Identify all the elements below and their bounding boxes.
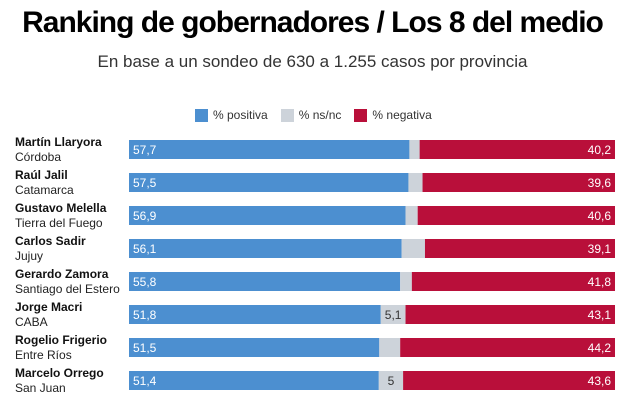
governor-name: Jorge Macri <box>15 300 83 314</box>
data-label-negative: 43,6 <box>588 374 612 388</box>
row-label: Marcelo Orrego San Juan <box>15 366 130 396</box>
bar-segment-negative <box>405 305 615 324</box>
legend-label-negative: % negativa <box>372 108 432 122</box>
bar-segment-positive <box>129 140 410 159</box>
province-name: Tierra del Fuego <box>15 216 103 230</box>
legend-label-nsnc: % ns/nc <box>298 108 342 122</box>
bar-segment-nsnc <box>380 305 406 324</box>
data-label-negative: 40,2 <box>588 143 612 157</box>
data-label-negative: 41,8 <box>588 275 612 289</box>
data-label-positive: 56,1 <box>133 242 157 256</box>
row-label: Raúl Jalil Catamarca <box>15 168 130 198</box>
row-label: Jorge Macri CABA <box>15 300 130 330</box>
province-name: Entre Ríos <box>15 348 72 362</box>
legend-item-positive: % positiva <box>195 108 268 122</box>
governor-name: Rogelio Frigerio <box>15 333 108 347</box>
bar-segment-positive <box>129 272 401 291</box>
data-label-negative: 43,1 <box>588 308 612 322</box>
province-name: Catamarca <box>15 183 74 197</box>
data-label-positive: 56,9 <box>133 209 157 223</box>
province-name: Córdoba <box>15 150 62 164</box>
row-label: Gerardo Zamora Santiago del Estero <box>15 267 130 297</box>
data-label-negative: 40,6 <box>588 209 612 223</box>
data-label-negative: 39,6 <box>588 176 612 190</box>
governor-name: Gerardo Zamora <box>15 267 109 281</box>
legend-swatch-positive <box>195 108 208 122</box>
data-label-positive: 57,5 <box>133 176 157 190</box>
bar-segment-positive <box>129 338 380 357</box>
bar-segment-nsnc <box>401 239 425 258</box>
bar-segment-positive <box>129 206 406 225</box>
governor-name: Carlos Sadir <box>15 234 86 248</box>
province-name: San Juan <box>15 381 66 395</box>
bar-segment-nsnc <box>409 140 420 159</box>
bar-segment-negative <box>417 206 615 225</box>
data-label-positive: 51,8 <box>133 308 157 322</box>
chart-title: Ranking de gobernadores / Los 8 del medi… <box>22 6 604 39</box>
governor-name: Raúl Jalil <box>15 168 68 182</box>
province-name: CABA <box>15 315 48 329</box>
bar-segment-nsnc <box>405 206 418 225</box>
province-name: Jujuy <box>15 249 44 263</box>
bar-segment-positive <box>129 239 402 258</box>
data-label-negative: 44,2 <box>588 341 612 355</box>
data-label-nsnc: 5 <box>388 374 395 388</box>
legend-label-positive: % positiva <box>213 108 268 122</box>
legend: % positiva % ns/nc % negativa <box>195 107 445 123</box>
row-label: Gustavo Melella Tierra del Fuego <box>15 201 130 231</box>
data-label-negative: 39,1 <box>588 242 612 256</box>
bar-segment-nsnc <box>378 371 404 390</box>
province-name: Santiago del Estero <box>15 282 120 296</box>
bar-segment-negative <box>422 173 615 192</box>
data-label-positive: 57,7 <box>133 143 157 157</box>
bar-segment-negative <box>400 338 615 357</box>
bar-segment-negative <box>424 239 615 258</box>
bar-segment-negative <box>419 140 615 159</box>
data-label-positive: 51,5 <box>133 341 157 355</box>
data-label-positive: 51,4 <box>133 374 157 388</box>
governor-name: Marcelo Orrego <box>15 366 104 380</box>
legend-swatch-negative <box>354 108 368 122</box>
row-label: Carlos Sadir Jujuy <box>15 234 130 264</box>
legend-item-negative: % negativa <box>354 108 432 122</box>
legend-swatch-nsnc <box>280 108 294 122</box>
bar-segment-positive <box>129 305 381 324</box>
row-label: Rogelio Frigerio Entre Ríos <box>15 333 130 363</box>
bar-segment-nsnc <box>379 338 401 357</box>
bar-segment-positive <box>129 371 379 390</box>
bar-segment-nsnc <box>400 272 412 291</box>
data-label-nsnc: 5,1 <box>385 308 402 322</box>
row-label: Martín Llaryora Córdoba <box>15 135 130 165</box>
data-label-positive: 55,8 <box>133 275 157 289</box>
governor-name: Gustavo Melella <box>15 201 107 215</box>
bar-segment-nsnc <box>408 173 423 192</box>
legend-item-nsnc: % ns/nc <box>280 108 342 122</box>
bar-segment-positive <box>129 173 409 192</box>
bar-segment-negative <box>411 272 615 291</box>
governor-name: Martín Llaryora <box>15 135 102 149</box>
bar-segment-negative <box>403 371 615 390</box>
chart-subtitle: En base a un sondeo de 630 a 1.255 casos… <box>97 52 528 71</box>
